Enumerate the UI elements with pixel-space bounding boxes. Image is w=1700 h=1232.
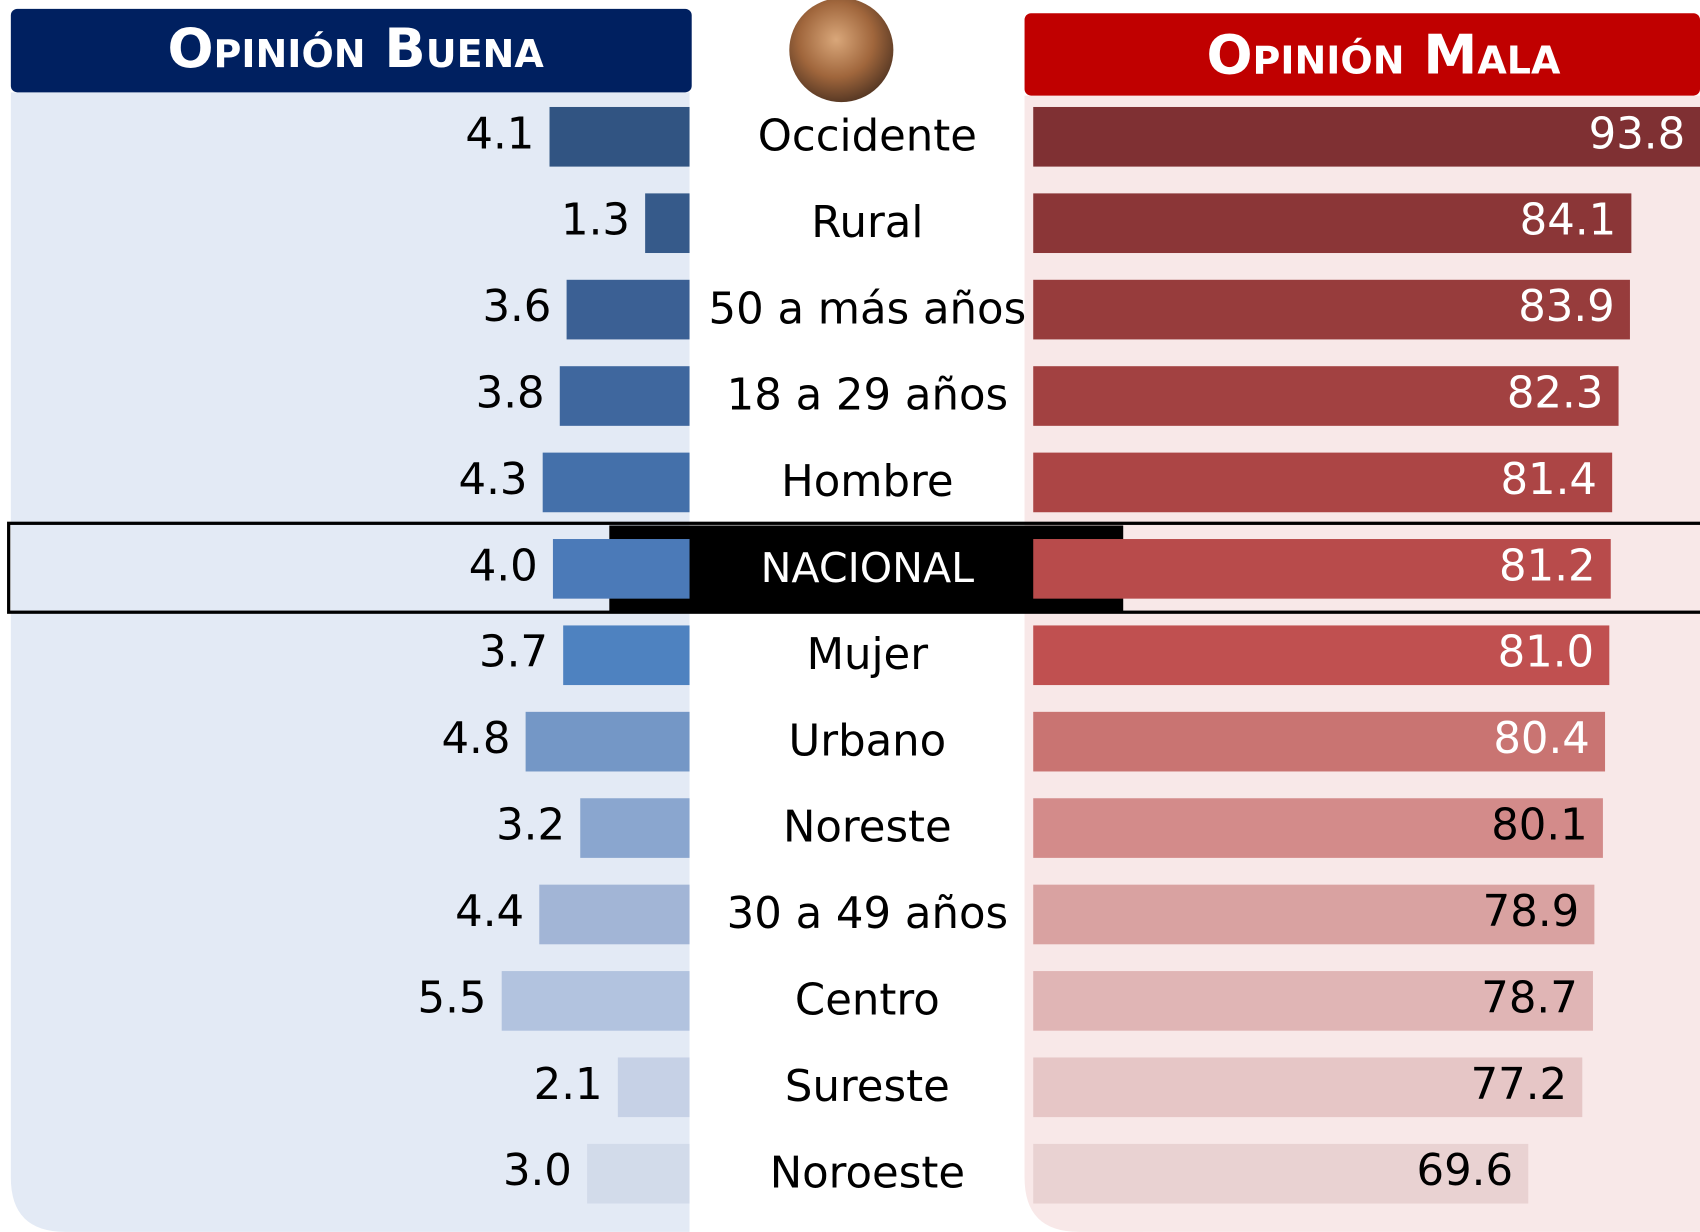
category-label: 50 a más años <box>709 284 1027 334</box>
bad-value-label: 78.9 <box>1483 887 1580 937</box>
category-label: Rural <box>811 198 923 248</box>
bad-value-label: 80.1 <box>1491 801 1588 851</box>
good-bar <box>539 885 689 945</box>
bad-value-label: 83.9 <box>1518 282 1615 332</box>
good-bar <box>587 1144 689 1204</box>
good-bar <box>645 193 689 253</box>
avatar <box>789 0 893 102</box>
category-label: 18 a 29 años <box>727 371 1008 421</box>
good-bar <box>567 280 690 340</box>
bad-value-label: 78.7 <box>1481 973 1578 1023</box>
category-label: Noreste <box>783 803 952 853</box>
good-bar <box>543 453 690 513</box>
good-bar <box>502 971 690 1031</box>
category-label: NACIONAL <box>761 544 975 592</box>
good-value-label: 3.2 <box>496 801 565 851</box>
good-bar <box>526 712 690 772</box>
category-label: Centro <box>795 976 940 1026</box>
good-value-label: 4.8 <box>441 714 510 764</box>
category-label: Urbano <box>789 716 947 766</box>
bad-value-label: 81.4 <box>1500 455 1597 505</box>
bad-value-label: 93.8 <box>1589 109 1686 159</box>
good-value-label: 1.3 <box>561 196 630 246</box>
bad-value-label: 80.4 <box>1493 714 1590 764</box>
bad-value-label: 81.2 <box>1499 541 1596 591</box>
category-label: 30 a 49 años <box>727 889 1008 939</box>
good-value-label: 4.4 <box>455 887 524 937</box>
good-bar <box>550 107 690 167</box>
category-label: Sureste <box>785 1062 950 1112</box>
good-value-label: 3.7 <box>479 628 548 678</box>
good-bar <box>560 366 690 426</box>
bad-value-label: 84.1 <box>1520 196 1617 246</box>
good-value-label: 4.3 <box>459 455 528 505</box>
category-label: Noroeste <box>770 1148 965 1198</box>
good-value-label: 3.6 <box>482 282 551 332</box>
right-header-title: Opinión Mala <box>1206 23 1561 86</box>
bad-value-label: 82.3 <box>1507 369 1604 419</box>
bad-value-label: 69.6 <box>1417 1146 1514 1196</box>
good-bar <box>563 625 689 685</box>
good-bar <box>553 539 690 599</box>
good-value-label: 5.5 <box>418 973 487 1023</box>
good-bar <box>618 1057 690 1117</box>
good-value-label: 3.0 <box>503 1146 572 1196</box>
category-label: Hombre <box>781 457 953 507</box>
left-header-title: Opinión Buena <box>167 17 544 80</box>
good-value-label: 4.1 <box>465 109 534 159</box>
bad-value-label: 77.2 <box>1471 1060 1568 1110</box>
bad-value-label: 81.0 <box>1498 628 1595 678</box>
category-label: Occidente <box>758 111 977 161</box>
good-value-label: 3.8 <box>476 369 545 419</box>
good-bar <box>580 798 689 858</box>
good-value-label: 4.0 <box>469 541 538 591</box>
chart: Opinión Buena Opinión Mala Occidente 4.1 9… <box>0 0 1700 1232</box>
good-value-label: 2.1 <box>534 1060 603 1110</box>
category-label: Mujer <box>807 630 929 680</box>
